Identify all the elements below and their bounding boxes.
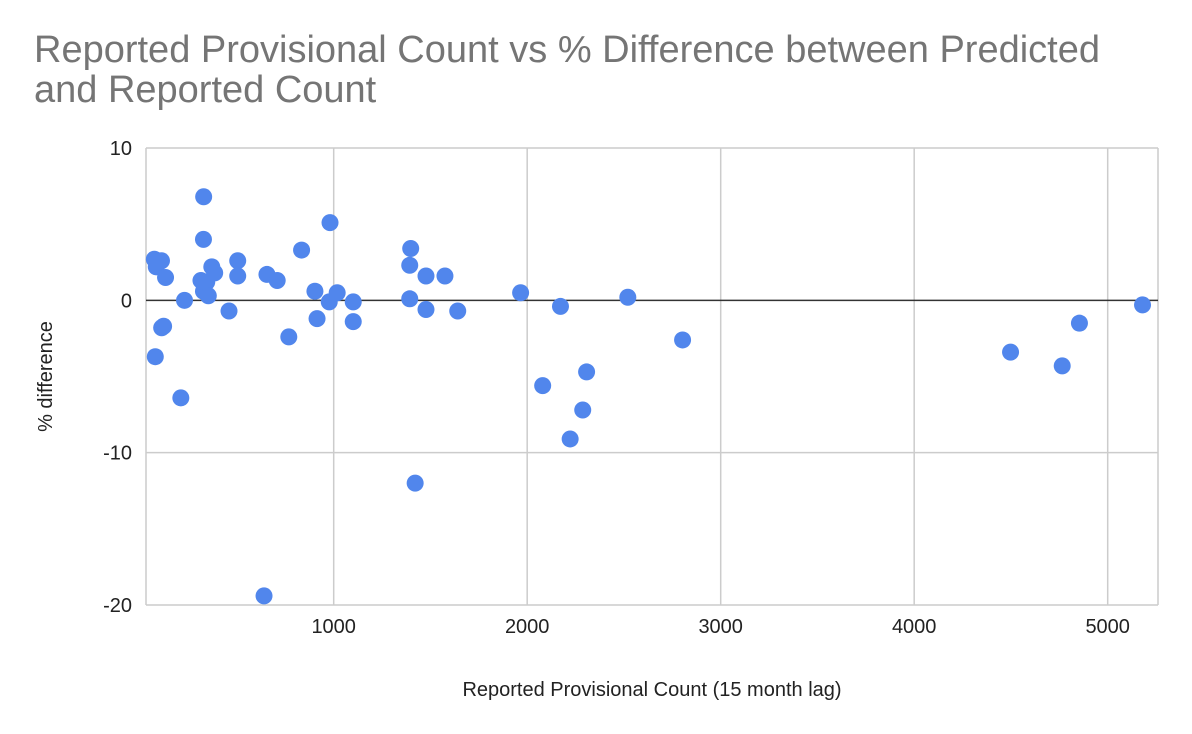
y-tick-label: -20 [103,595,132,617]
data-point [194,230,212,248]
x-tick-label: 5000 [1085,616,1130,638]
x-axis-label: Reported Provisional Count (15 month lag… [462,679,841,701]
data-point [206,264,224,282]
data-point [146,348,164,366]
chart-title-line-2: and Reported Count [34,69,377,111]
data-point [280,328,298,346]
x-tick-label: 2000 [505,616,550,638]
data-point [344,293,362,311]
data-point [229,267,247,285]
data-point [674,331,692,349]
data-point [401,256,419,274]
data-point [1070,314,1088,332]
data-point [406,474,424,492]
y-axis-label: % difference [35,321,57,432]
chart-title-line-1: Reported Provisional Count vs % Differen… [34,29,1100,71]
data-point [176,291,194,309]
data-point [195,188,213,206]
data-point [512,284,530,302]
y-tick-label: -10 [103,443,132,465]
data-point [574,401,592,419]
data-point [436,267,454,285]
data-point [308,310,326,328]
y-tick-label: 10 [110,138,132,160]
data-point [321,214,339,232]
data-point [449,302,467,320]
data-point [152,252,170,270]
data-point [199,287,217,305]
data-point [1053,357,1071,375]
data-point [306,282,324,300]
data-point [1134,296,1152,314]
data-point [578,363,596,381]
data-point [344,313,362,331]
data-point [255,587,273,605]
data-point [293,241,311,259]
gridlines [145,147,1159,606]
data-point [561,430,579,448]
data-point [401,290,419,308]
data-point [417,300,435,318]
data-point [157,268,175,286]
data-point [551,297,569,315]
data-point [402,240,420,258]
data-point [1002,343,1020,361]
x-tick-label: 3000 [698,616,743,638]
data-point [619,288,637,306]
data-point [229,252,247,270]
data-point [268,272,286,290]
data-points [145,188,1152,605]
data-point [220,302,238,320]
chart-title: Reported Provisional Count vs % Differen… [34,30,1174,110]
data-point [172,389,190,407]
x-tick-label: 1000 [311,616,356,638]
y-tick-label: 0 [121,290,132,312]
data-point [155,317,173,335]
tick-labels: 10 0 -10 -20 1000 2000 3000 4000 5000 [103,138,1130,638]
data-point [417,267,435,285]
x-tick-label: 4000 [892,616,937,638]
data-point [328,284,346,302]
data-point [534,377,552,395]
